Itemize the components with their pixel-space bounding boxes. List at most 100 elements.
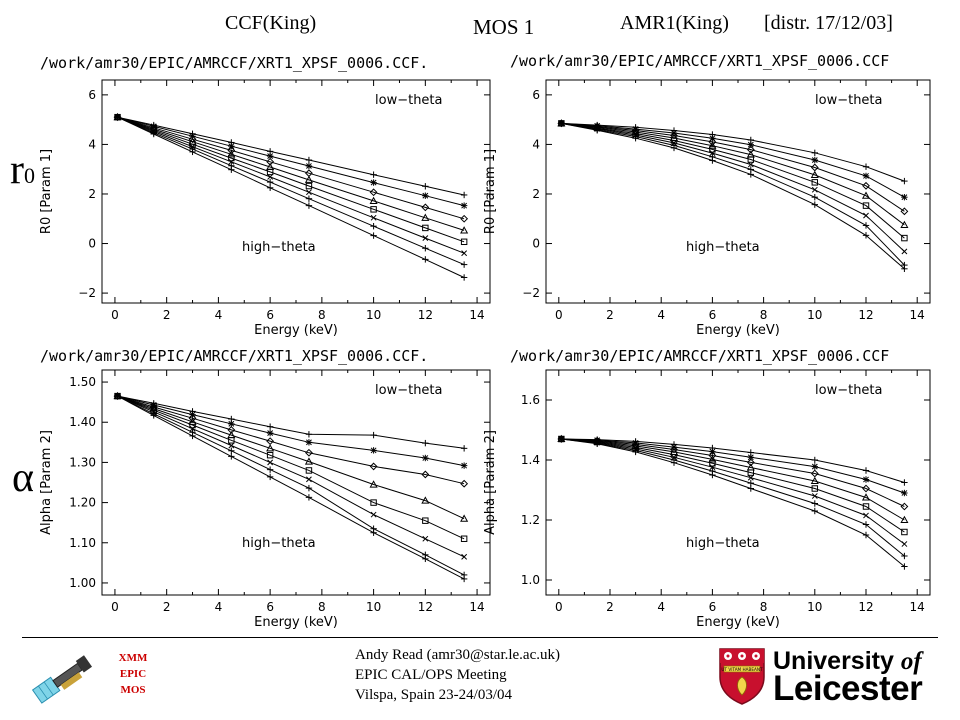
data-point <box>810 469 819 478</box>
data-point <box>370 529 377 536</box>
y-tick-label: 1.00 <box>69 576 96 590</box>
data-point <box>811 156 818 164</box>
series-line-4 <box>117 116 465 243</box>
data-point <box>305 202 313 209</box>
data-point <box>901 489 908 497</box>
data-point <box>305 467 313 474</box>
y-tick-label: 6 <box>88 88 96 102</box>
data-point <box>901 193 908 201</box>
data-point <box>369 188 378 197</box>
data-point <box>810 163 819 172</box>
data-point <box>747 156 755 163</box>
data-point <box>900 502 909 511</box>
y-axis-label: R0 [Param 1] <box>39 149 54 234</box>
data-point <box>708 138 717 146</box>
x-tick-label: 4 <box>657 600 665 614</box>
y-axis-label: R0 [Param 1] <box>483 149 498 234</box>
annotation-high-theta: high−theta <box>242 240 316 255</box>
data-point <box>228 437 235 444</box>
data-point <box>460 462 468 469</box>
data-point <box>810 170 819 178</box>
data-point <box>709 146 716 153</box>
data-point <box>862 503 870 510</box>
plot-path-top-left: /work/amr30/EPIC/AMRCCF/XRT1_XPSF_0006.C… <box>40 54 429 72</box>
data-point <box>460 226 469 234</box>
x-tick-label: 8 <box>760 600 768 614</box>
logo-line-1: XMM <box>118 652 148 664</box>
header-left: CCF(King) <box>225 12 317 34</box>
data-point <box>460 514 469 522</box>
x-axis-label: Energy (keV) <box>696 615 780 630</box>
data-point <box>228 166 235 173</box>
y-tick-label: 4 <box>88 137 96 151</box>
data-point <box>862 484 870 493</box>
data-point <box>863 212 869 219</box>
data-point <box>901 234 908 242</box>
data-point <box>422 517 429 524</box>
data-point <box>189 432 196 440</box>
y-tick-label: 2 <box>532 187 540 201</box>
header-right: AMR1(King) <box>620 12 729 34</box>
data-point <box>811 149 818 157</box>
data-point <box>369 196 378 204</box>
data-point <box>370 232 377 239</box>
data-point <box>709 464 716 471</box>
y-tick-label: −2 <box>522 286 540 300</box>
data-point <box>811 493 818 499</box>
header-center: MOS 1 <box>473 15 535 39</box>
x-tick-label: 12 <box>418 308 433 322</box>
data-point <box>901 177 908 185</box>
data-point <box>421 203 430 212</box>
data-point <box>461 250 468 257</box>
data-point <box>267 173 274 180</box>
x-tick-label: 0 <box>555 308 563 322</box>
x-tick-label: 6 <box>709 308 717 322</box>
data-point <box>811 456 818 464</box>
y-axis-label: Alpha [Param 2] <box>483 430 498 535</box>
y-tick-label: 1.6 <box>521 393 540 407</box>
data-point <box>901 552 908 560</box>
y-tick-label: 2 <box>88 187 96 201</box>
data-point <box>460 575 468 583</box>
data-point <box>747 171 754 178</box>
logo-line-3: MOS <box>120 684 146 696</box>
data-point <box>747 474 754 481</box>
data-point <box>305 162 313 170</box>
header-right-note: [distr. 17/12/03] <box>764 12 893 34</box>
x-tick-label: 10 <box>366 308 381 322</box>
data-point <box>861 493 871 501</box>
y-tick-label: 1.50 <box>69 375 96 389</box>
data-point <box>304 175 313 183</box>
data-point <box>305 195 313 202</box>
x-tick-label: 2 <box>163 308 171 322</box>
data-point <box>460 214 469 223</box>
data-point <box>862 467 870 474</box>
x-tick-label: 2 <box>606 308 614 322</box>
data-point <box>862 181 870 190</box>
annotation-low-theta: low−theta <box>375 93 443 108</box>
data-point <box>422 535 429 542</box>
data-point <box>709 471 716 479</box>
y-tick-label: −2 <box>78 286 96 300</box>
data-point <box>670 459 678 466</box>
data-point <box>305 448 313 457</box>
y-tick-label: 1.0 <box>521 573 540 587</box>
data-point <box>266 451 274 459</box>
data-point <box>670 445 678 454</box>
data-point <box>370 171 377 178</box>
series-line-3 <box>561 438 905 521</box>
data-point <box>811 193 818 201</box>
data-point <box>422 555 429 563</box>
data-point <box>863 512 869 519</box>
data-point <box>266 157 275 166</box>
data-point <box>900 220 909 229</box>
data-point <box>747 469 755 476</box>
credit-location: Vilspa, Spain 23-24/03/04 <box>355 687 513 703</box>
x-tick-label: 8 <box>760 308 768 322</box>
data-point <box>305 182 313 190</box>
data-point <box>460 445 468 452</box>
data-point <box>370 511 377 518</box>
data-point <box>422 183 429 190</box>
